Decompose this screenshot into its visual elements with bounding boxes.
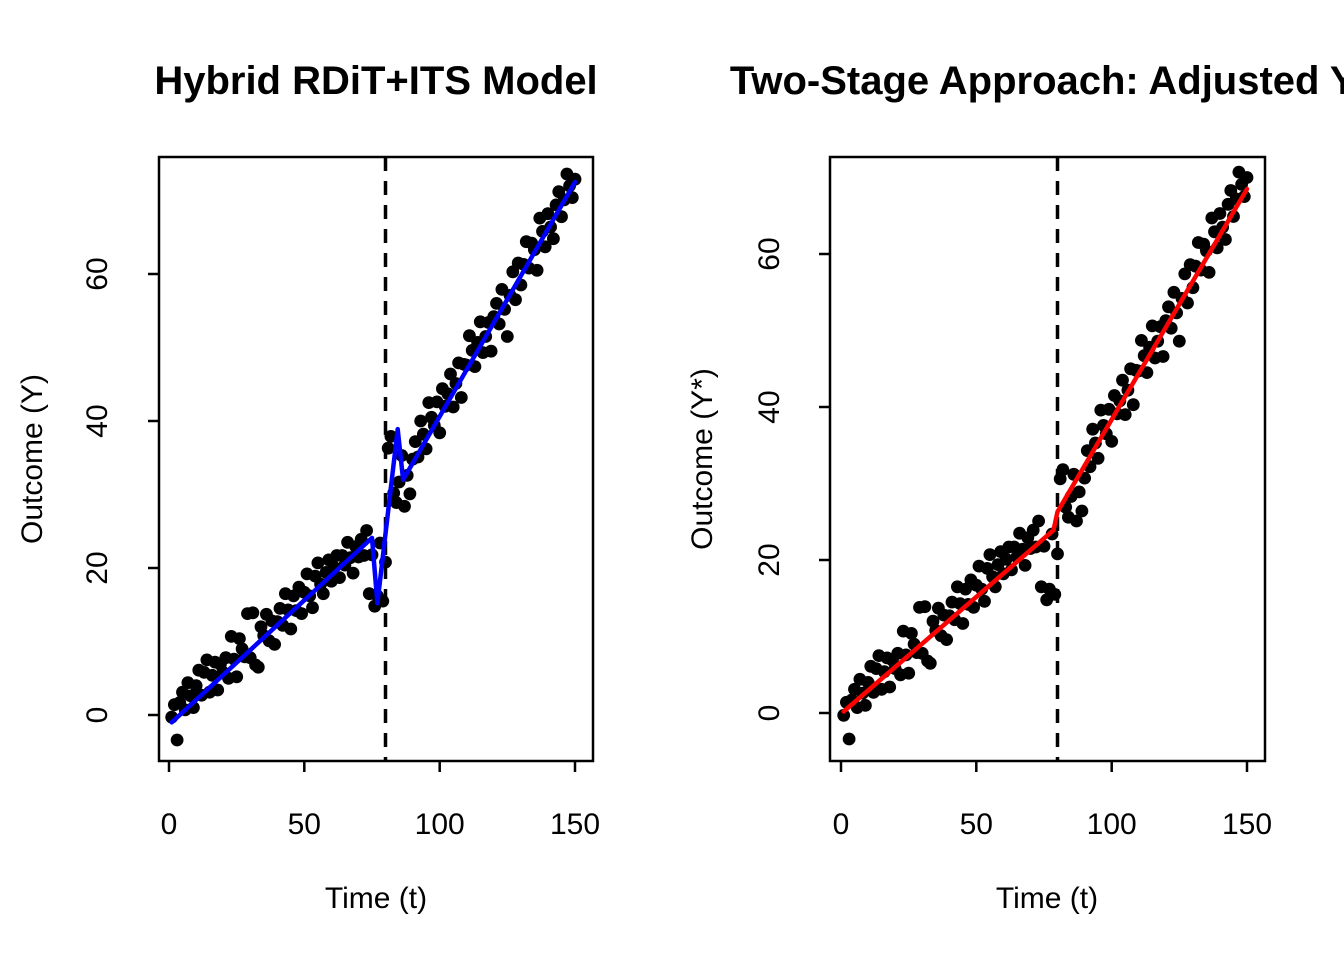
scatter-point	[1048, 588, 1062, 601]
x-tick-label: 0	[161, 808, 178, 841]
scatter-point	[444, 367, 457, 381]
scatter-point	[446, 400, 460, 414]
scatter-point	[384, 430, 398, 443]
fit-line	[169, 179, 578, 725]
scatter-point	[230, 670, 244, 684]
y-tick-label: 0	[753, 705, 786, 722]
scatter-point	[1219, 233, 1232, 246]
scatter-point	[547, 232, 560, 246]
scatter-point	[956, 617, 970, 630]
panel-left: Hybrid RDiT+ITS Model Time (t) Outcome (…	[16, 59, 600, 915]
scatter-point	[408, 435, 422, 448]
scatter-point	[1156, 350, 1170, 363]
scatter-point	[398, 499, 411, 513]
scatter-point	[842, 732, 856, 746]
scatter-point	[295, 607, 308, 620]
scatter-point	[1202, 266, 1216, 279]
scatter-point	[530, 263, 544, 277]
y-tick-label: 0	[81, 707, 114, 724]
left-panel-title: Hybrid RDiT+ITS Model	[154, 59, 597, 103]
scatter-point	[568, 172, 582, 186]
y-tick-label: 60	[81, 257, 114, 290]
left-y-axis-title: Outcome (Y)	[16, 374, 49, 544]
scatter-point	[306, 601, 319, 615]
x-tick-label: 0	[833, 808, 850, 841]
scatter-point	[1213, 207, 1227, 220]
plot-box	[828, 155, 1267, 763]
scatter-point	[905, 627, 918, 640]
scatter-point	[233, 632, 246, 645]
right-y-axis-title: Outcome (Y*)	[686, 368, 719, 550]
scatter-point	[284, 622, 298, 636]
scatter-point	[902, 666, 916, 680]
scatter-point	[983, 548, 997, 561]
plot-box	[157, 155, 595, 763]
left-x-axis-title: Time (t)	[325, 882, 427, 915]
x-tick-label: 150	[550, 808, 600, 841]
scatter-point	[1091, 451, 1105, 465]
scatter-point	[1072, 485, 1086, 499]
scatter-point	[360, 524, 373, 537]
scatter-point	[316, 587, 330, 601]
y-tick-label: 40	[753, 390, 786, 423]
scatter-point	[268, 638, 281, 651]
scatter-point	[484, 344, 498, 358]
scatter-point	[1118, 408, 1132, 421]
x-tick-label: 150	[1222, 808, 1272, 841]
scatter-point	[251, 660, 265, 674]
scatter-point	[923, 656, 937, 670]
x-tick-label: 100	[415, 808, 465, 841]
right-x-axis-title: Time (t)	[996, 882, 1098, 915]
scatter-point	[433, 426, 447, 440]
scatter-point	[246, 606, 260, 620]
x-tick-label: 50	[288, 808, 321, 841]
scatter-point	[1240, 171, 1254, 184]
scatter-point	[333, 571, 346, 584]
x-tick-label: 100	[1087, 808, 1137, 841]
panel-right: Two-Stage Approach: Adjusted Y* Time (t)…	[686, 59, 1344, 915]
y-tick-label: 40	[81, 404, 114, 437]
scatter-point	[414, 414, 428, 428]
scatter-point	[205, 668, 219, 682]
right-panel-title: Two-Stage Approach: Adjusted Y*	[730, 59, 1344, 103]
scatter-point	[1116, 373, 1129, 387]
scatter-point	[1018, 559, 1032, 572]
right-plot-area: 0 50 100 150 0 20 40 60	[753, 155, 1272, 841]
y-tick-label: 20	[753, 543, 786, 576]
scatter-point	[1075, 504, 1089, 518]
y-tick-label: 20	[81, 551, 114, 584]
x-tick-label: 50	[960, 808, 993, 841]
scatter-point	[999, 552, 1013, 566]
scatter-point	[1086, 422, 1100, 436]
scatter-point	[918, 600, 932, 614]
scatter-point	[1070, 514, 1083, 528]
scatter-point	[500, 330, 514, 343]
scatter-point	[1032, 514, 1045, 528]
fit-line	[841, 186, 1250, 714]
scatter-point	[837, 708, 851, 722]
scatter-point	[454, 391, 468, 404]
y-tick-label: 60	[753, 237, 786, 270]
scatter-point	[1105, 435, 1119, 448]
scatter-point	[1056, 463, 1070, 477]
scatter-point	[311, 556, 325, 570]
scatter-point	[859, 699, 872, 712]
scatter-point	[346, 566, 360, 580]
scatter-point	[1172, 334, 1186, 348]
scatter-point	[403, 487, 417, 501]
scatter-point	[978, 594, 991, 608]
scatter-point	[211, 683, 225, 697]
scatter-point	[1126, 398, 1140, 412]
left-plot-area: 0 50 100 150 0 20 40 60	[81, 155, 600, 841]
scatter-point	[189, 679, 203, 692]
scatter-point	[940, 633, 953, 646]
scatter-point	[541, 207, 555, 221]
scatter-point	[381, 441, 395, 455]
scatter-point	[509, 293, 522, 307]
scatter-point	[170, 733, 184, 747]
scatter-point	[883, 680, 897, 694]
